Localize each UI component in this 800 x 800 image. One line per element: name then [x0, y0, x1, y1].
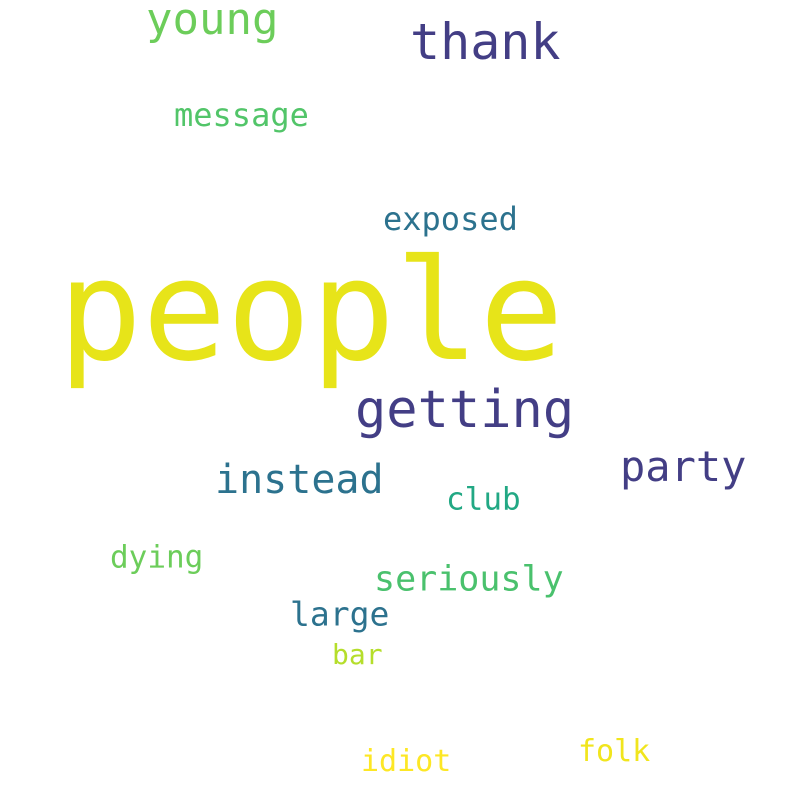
word-party: party — [620, 442, 747, 491]
word-seriously: seriously — [374, 559, 564, 600]
word-bar: bar — [332, 638, 383, 671]
word-instead: instead — [215, 457, 384, 503]
word-large: large — [290, 594, 390, 634]
word-dying: dying — [110, 539, 204, 576]
word-people: people — [58, 230, 564, 393]
word-folk: folk — [578, 734, 651, 769]
word-young: young — [146, 0, 279, 45]
word-message: message — [174, 96, 309, 134]
word-getting: getting — [355, 380, 575, 440]
word-thank: thank — [410, 13, 561, 71]
word-club: club — [446, 481, 521, 518]
word-idiot: idiot — [361, 744, 452, 779]
word-exposed: exposed — [383, 200, 518, 238]
